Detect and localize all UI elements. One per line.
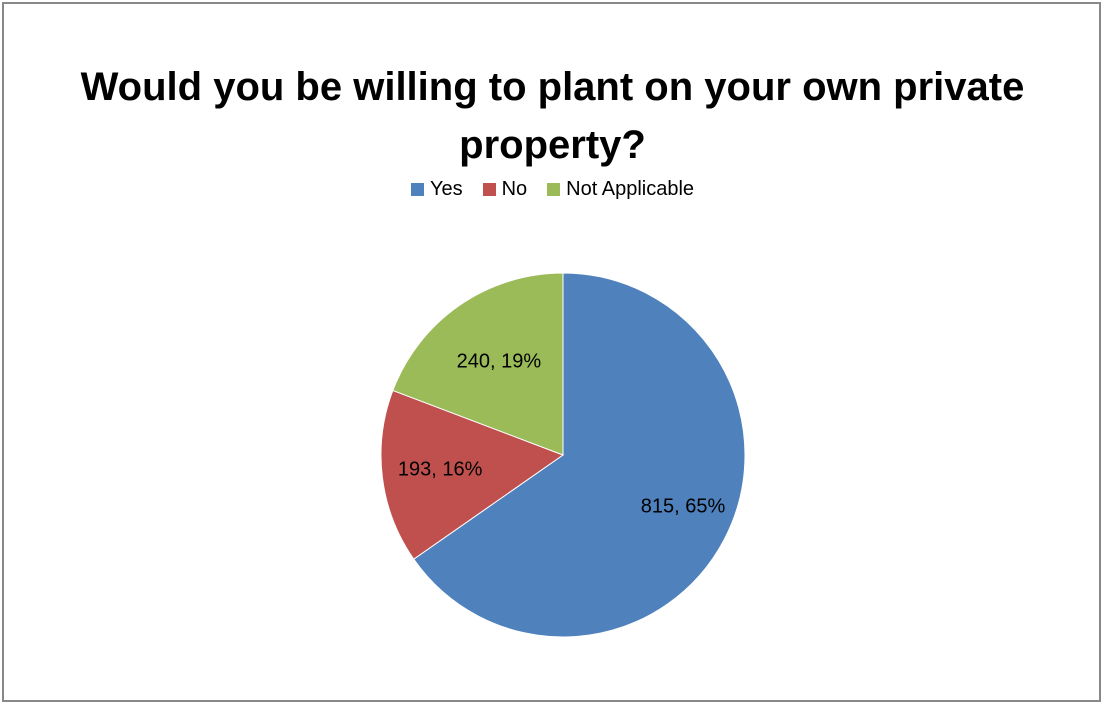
data-label-yes: 815, 65% xyxy=(641,495,726,517)
data-label-no: 193, 16% xyxy=(398,459,483,481)
pie-slices xyxy=(381,273,745,637)
data-label-not-applicable: 240, 19% xyxy=(457,350,542,372)
